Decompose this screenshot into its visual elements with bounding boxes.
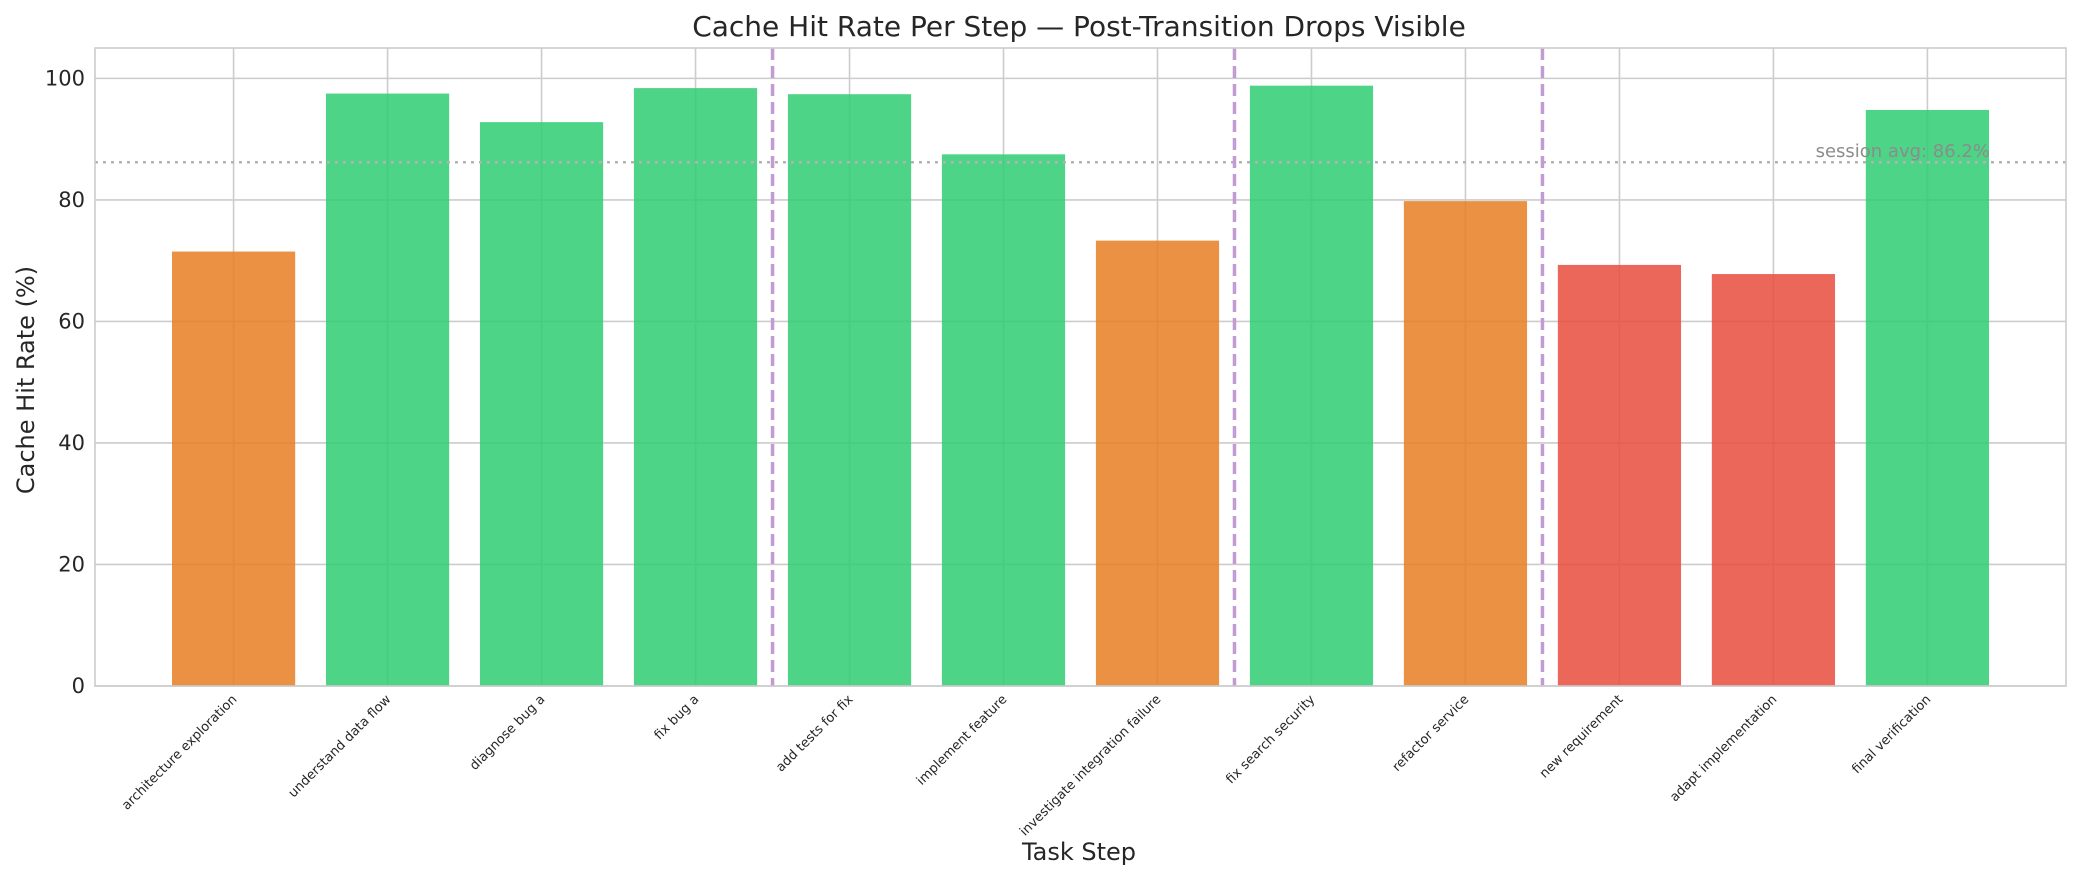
bar	[787, 94, 912, 686]
bar	[1249, 85, 1374, 687]
axes	[94, 47, 2067, 687]
x-tick-label: implement feature	[914, 692, 1010, 788]
x-tick-label: new requirement	[1537, 692, 1626, 781]
bar	[1095, 240, 1220, 686]
y-tick-label: 20	[58, 552, 85, 576]
bar	[941, 154, 1066, 687]
bar	[1557, 264, 1682, 686]
x-tick-label: adapt implementation	[1667, 692, 1780, 805]
x-axis-label: Task Step	[1021, 838, 1136, 866]
y-tick-label: 100	[45, 66, 85, 90]
reference-lines: session avg: 86.2%	[95, 48, 2066, 686]
session-average-label: session avg: 86.2%	[1816, 141, 1990, 162]
y-tick-label: 60	[58, 309, 85, 333]
bar	[1865, 109, 1990, 686]
plot-frame	[94, 47, 2067, 687]
x-tick-label: understand data flow	[286, 692, 395, 801]
y-tick-label: 0	[72, 674, 85, 698]
bar	[171, 251, 296, 687]
y-axis-label: Cache Hit Rate (%)	[12, 266, 40, 494]
x-tick-label: refactor service	[1390, 692, 1473, 775]
x-tick-label: architecture exploration	[119, 692, 240, 813]
x-tick-label: final verification	[1849, 692, 1934, 777]
x-tick-label: fix search security	[1223, 692, 1318, 787]
chart-title: Cache Hit Rate Per Step — Post-Transitio…	[692, 10, 1466, 43]
bar	[1711, 274, 1836, 686]
y-tick-label: 80	[58, 188, 85, 212]
bar	[1403, 201, 1528, 686]
bar	[479, 122, 604, 687]
bars	[171, 85, 1990, 687]
bar	[325, 93, 450, 687]
bar	[633, 88, 758, 687]
x-tick-label: add tests for fix	[773, 692, 856, 775]
x-tick-label: fix bug a	[652, 692, 703, 743]
x-tick-label: diagnose bug a	[467, 692, 548, 773]
x-tick-label: investigate integration failure	[1017, 692, 1164, 839]
y-tick-label: 40	[58, 431, 85, 455]
